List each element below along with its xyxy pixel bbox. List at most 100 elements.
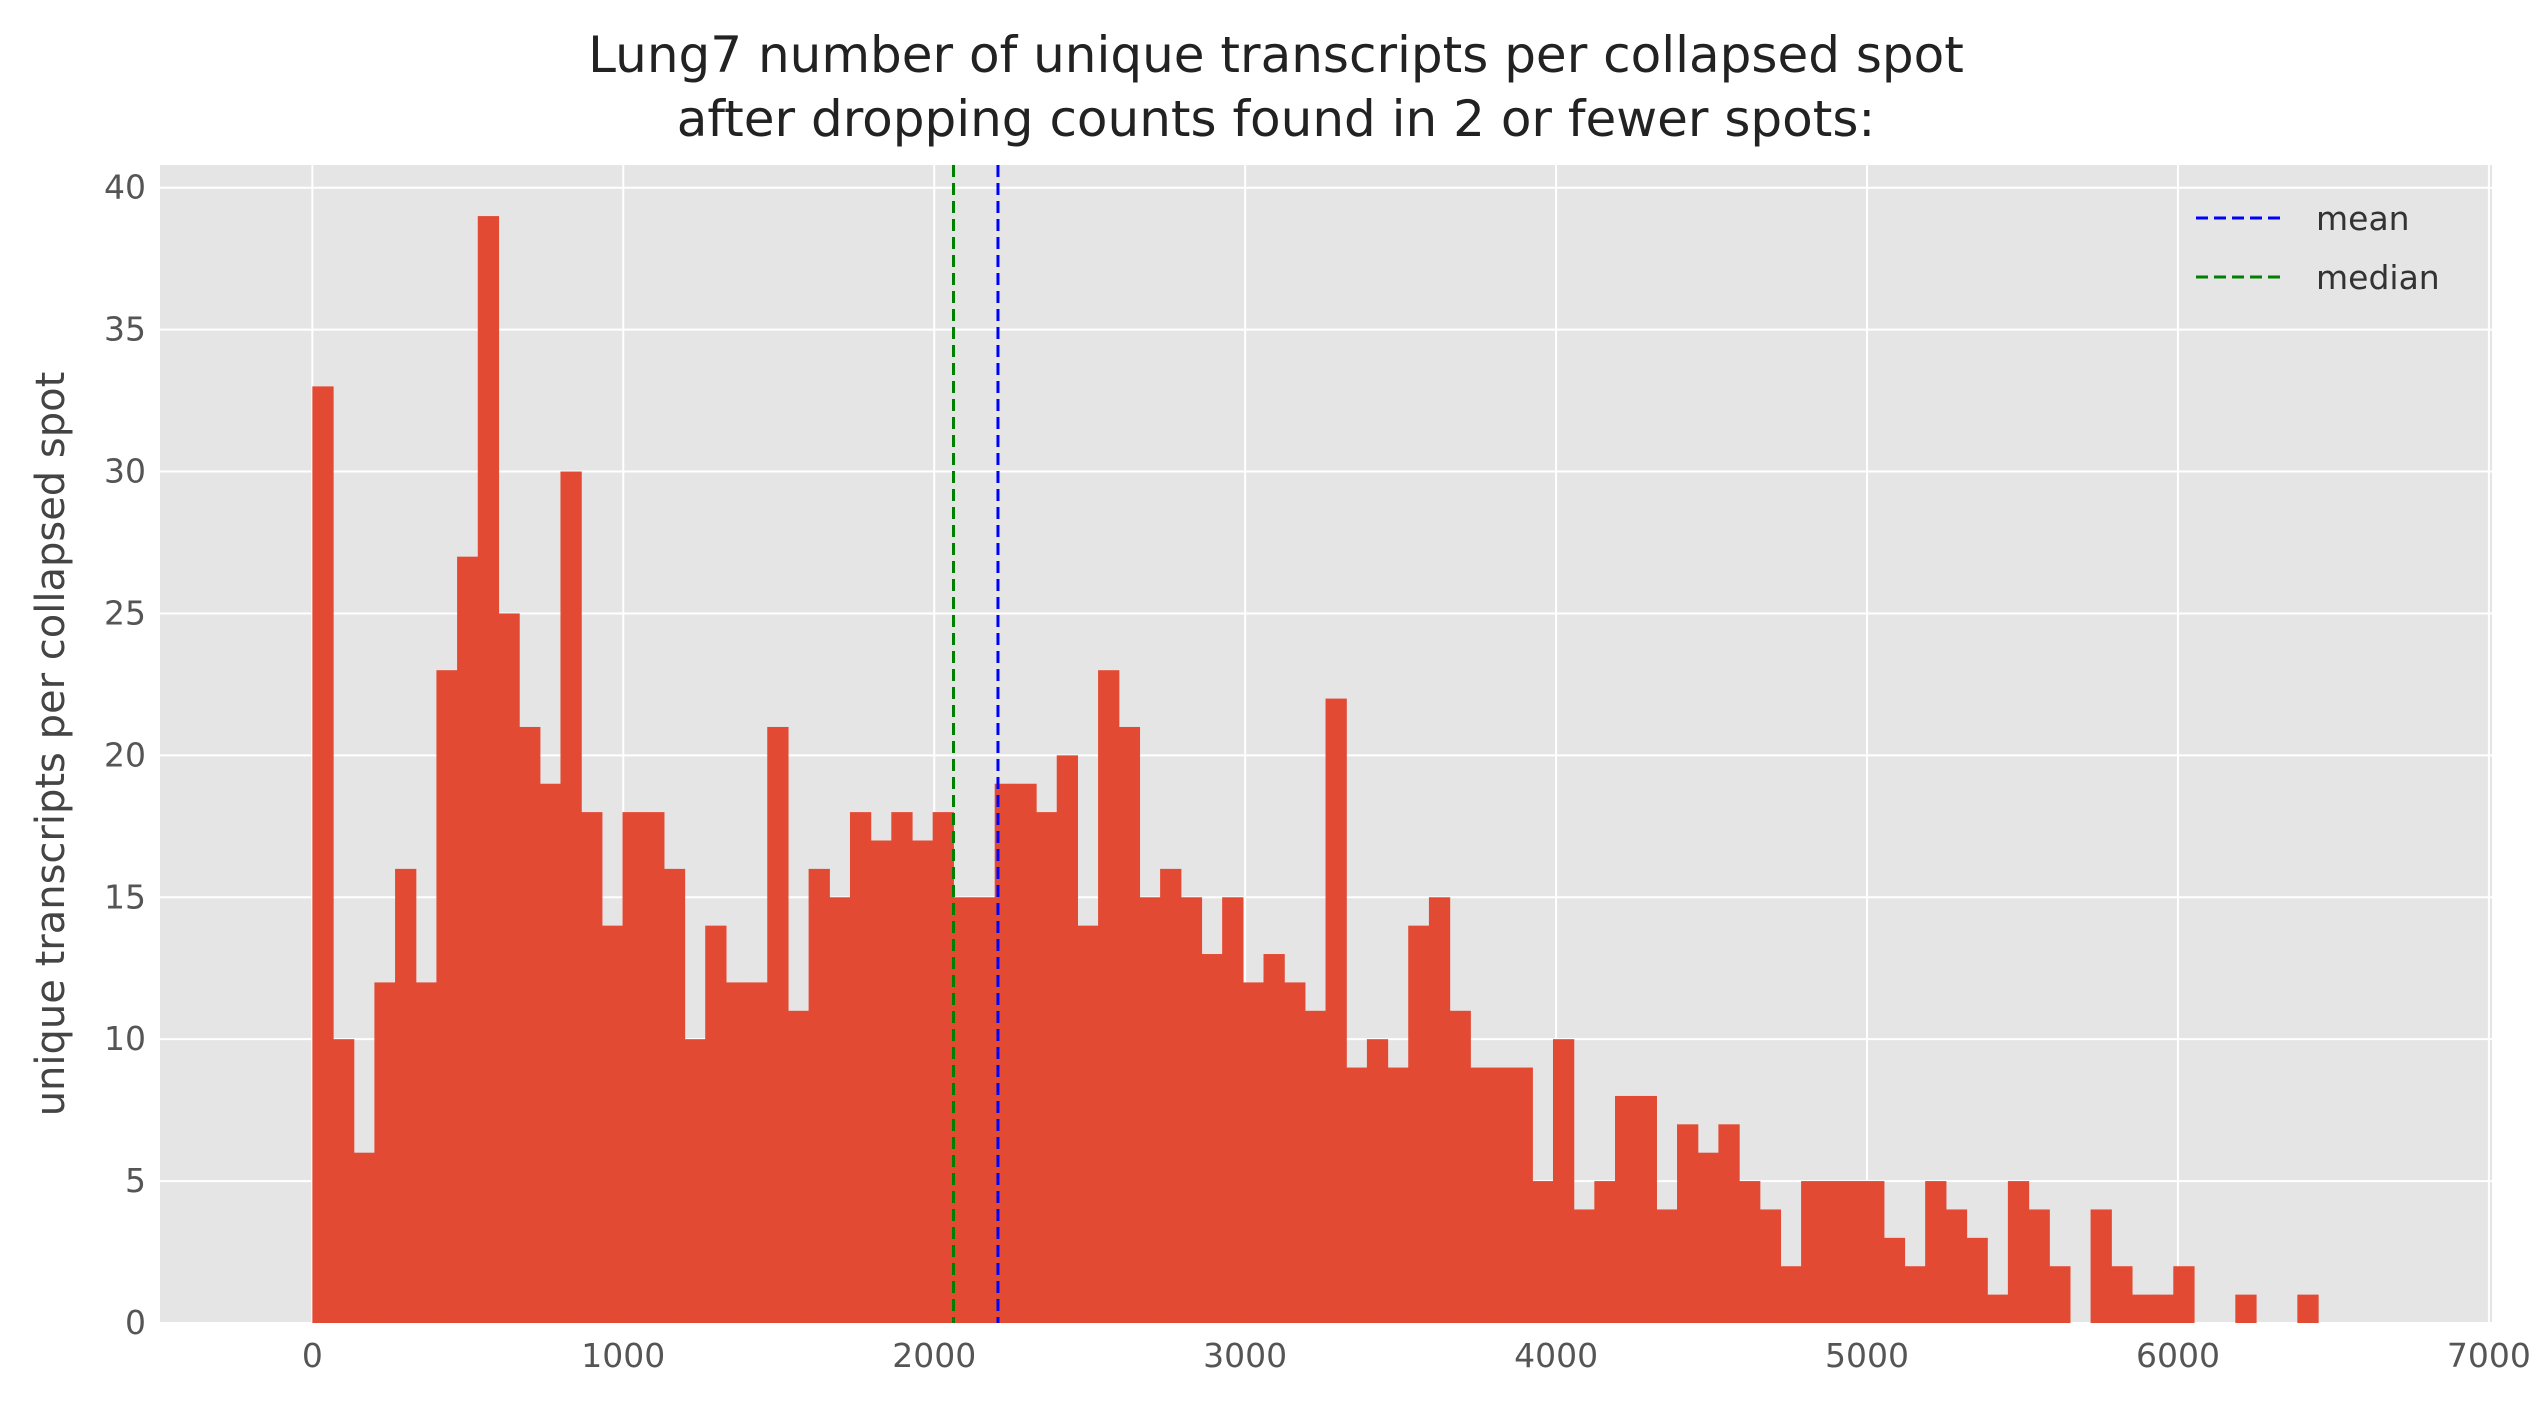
chart-title-line-2: after dropping counts found in 2 or fewe… (677, 90, 1875, 148)
y-tick-label: 35 (104, 310, 146, 349)
histogram-bar (1015, 783, 1037, 1323)
histogram-bar (1656, 1209, 1678, 1323)
histogram-bar (457, 556, 479, 1323)
histogram-bar (1739, 1181, 1761, 1323)
histogram-bar (953, 897, 975, 1323)
histogram-bar (808, 868, 830, 1323)
histogram-bar (1759, 1209, 1782, 1323)
histogram-bar (1325, 698, 1347, 1323)
histogram-bar (1139, 897, 1161, 1323)
histogram-bar (1883, 1237, 1906, 1323)
histogram-bar (560, 471, 582, 1323)
histogram-bar (1904, 1266, 1926, 1323)
histogram-bar (1263, 954, 1285, 1323)
histogram-bar (1428, 897, 1451, 1323)
histogram-bar (1118, 726, 1141, 1323)
histogram-bar (2007, 1181, 2030, 1323)
histogram-bar (1036, 812, 1058, 1323)
histogram-bar (1925, 1181, 1947, 1323)
histogram-bar (746, 982, 768, 1323)
histogram-bar (1821, 1181, 1844, 1323)
x-tick-label: 7000 (2447, 1336, 2531, 1375)
histogram-bar (829, 897, 851, 1323)
reference-lines (952, 165, 1000, 1323)
x-tick-label: 1000 (581, 1336, 665, 1375)
histogram-bar (1987, 1294, 2009, 1323)
histogram-bar (1180, 897, 1203, 1323)
histogram-bar (684, 1039, 706, 1323)
histogram-bar (477, 216, 500, 1323)
histogram-bar (767, 726, 789, 1323)
histogram-bar (932, 812, 954, 1323)
legend-mean-label: mean (2316, 199, 2410, 238)
histogram-bar (1697, 1152, 1719, 1323)
legend: mean median (2196, 199, 2440, 297)
histogram-bar (1056, 755, 1079, 1323)
histogram-bar (1842, 1181, 1864, 1323)
histogram-bars (312, 216, 2319, 1324)
x-tick-label: 2000 (892, 1336, 976, 1375)
y-tick-label: 40 (104, 168, 146, 207)
histogram-bar (2111, 1266, 2133, 1323)
histogram-bar (1801, 1181, 1823, 1323)
histogram-bar (1387, 1067, 1409, 1323)
histogram-bar (1201, 954, 1223, 1323)
y-tick-label: 20 (104, 735, 146, 774)
histogram-bar (1304, 1010, 1327, 1323)
histogram-bar (353, 1152, 375, 1323)
histogram-bar (849, 812, 872, 1323)
histogram-bar (395, 868, 417, 1323)
chart-title-line-1: Lung7 number of unique transcripts per c… (588, 26, 1964, 84)
legend-median-label: median (2316, 258, 2440, 297)
histogram-bar (1490, 1067, 1513, 1323)
histogram-bar (2152, 1294, 2174, 1323)
x-tick-label: 5000 (1825, 1336, 1909, 1375)
histogram-bar (1677, 1124, 1699, 1323)
histogram-bar (1635, 1095, 1657, 1323)
histogram-bar (643, 812, 665, 1323)
histogram-bar (725, 982, 748, 1323)
histogram-bar (601, 925, 624, 1323)
x-tick-label: 6000 (2136, 1336, 2220, 1375)
histogram-bar (1346, 1067, 1368, 1323)
histogram-bar (1718, 1124, 1740, 1323)
histogram-bar (519, 726, 541, 1323)
histogram-bar (1242, 982, 1265, 1323)
y-tick-label: 25 (104, 593, 146, 632)
histogram-bar (1470, 1067, 1492, 1323)
histogram-bar (2049, 1266, 2071, 1323)
tick-labels: 0 5 10 15 20 25 30 35 40 0 1000 2000 3000 4000 5000 600… (104, 168, 2531, 1375)
histogram-bar (974, 897, 996, 1323)
histogram-bar (663, 868, 686, 1323)
histogram-bar (498, 613, 520, 1323)
histogram-bar (1594, 1181, 1616, 1323)
y-tick-label: 0 (125, 1303, 146, 1342)
histogram-bar (1366, 1039, 1389, 1323)
histogram-bar (1945, 1209, 1968, 1323)
histogram-bar (1573, 1209, 1595, 1323)
histogram-bar (787, 1010, 810, 1323)
x-tick-label: 3000 (1203, 1336, 1287, 1375)
histogram-bar (2235, 1294, 2257, 1323)
histogram-bar (2173, 1266, 2195, 1323)
y-tick-label: 10 (104, 1019, 146, 1058)
histogram-bar (911, 840, 934, 1323)
histogram-bar (1222, 897, 1244, 1323)
histogram-bar (891, 812, 913, 1323)
histogram-bar (2131, 1294, 2154, 1323)
histogram-bar (1863, 1181, 1885, 1323)
histogram-bar (312, 386, 334, 1324)
histogram-bar (1966, 1237, 1988, 1323)
histogram-bar (705, 925, 727, 1323)
histogram-bar (1511, 1067, 1533, 1323)
y-tick-label: 5 (125, 1161, 146, 1200)
histogram-bar (581, 812, 603, 1323)
histogram-bar (1615, 1095, 1637, 1323)
histogram-bar (539, 783, 562, 1323)
histogram-bar (1532, 1181, 1554, 1323)
histogram-bar (1408, 925, 1430, 1323)
histogram-bar (333, 1039, 355, 1323)
histogram-bar (1160, 868, 1182, 1323)
